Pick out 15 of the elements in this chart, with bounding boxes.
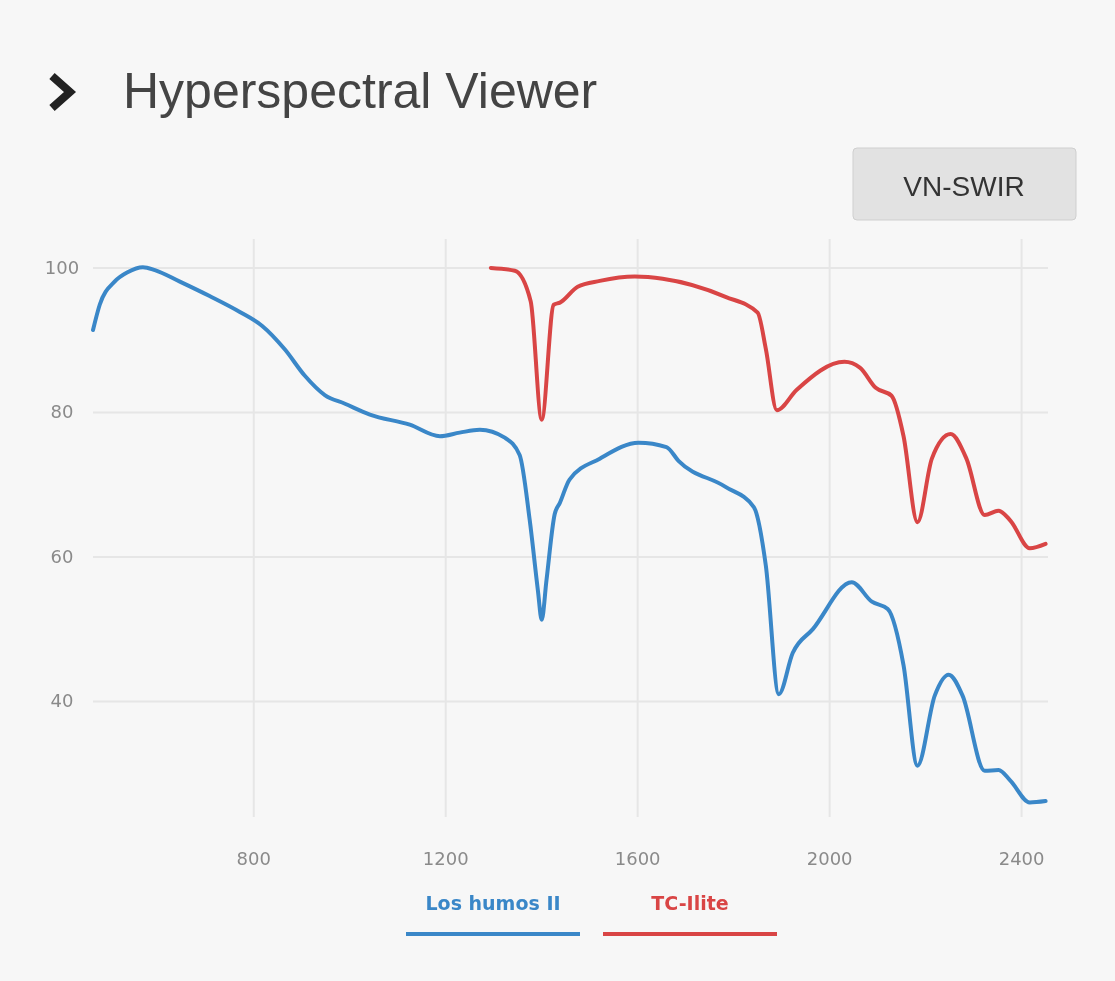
y-tick-label: 80 xyxy=(50,401,74,423)
x-tick-label: 1200 xyxy=(422,848,469,869)
y-tick-label: 60 xyxy=(50,545,74,567)
x-tick-label: 800 xyxy=(236,848,271,869)
y-tick-label: 40 xyxy=(50,690,74,712)
x-tick-label: 2400 xyxy=(998,848,1045,869)
line-series xyxy=(488,265,1048,551)
text: VN-SWIR xyxy=(903,171,1025,202)
line-series xyxy=(91,265,1048,805)
chart-title: Hyperspectral Viewer xyxy=(123,63,598,119)
x-tick-label: 2000 xyxy=(806,848,853,869)
text: TC-Ilite xyxy=(651,892,729,914)
text: Los humos II xyxy=(425,892,561,914)
x-tick-label: 1600 xyxy=(614,848,661,869)
y-tick-label: 100 xyxy=(44,256,80,278)
